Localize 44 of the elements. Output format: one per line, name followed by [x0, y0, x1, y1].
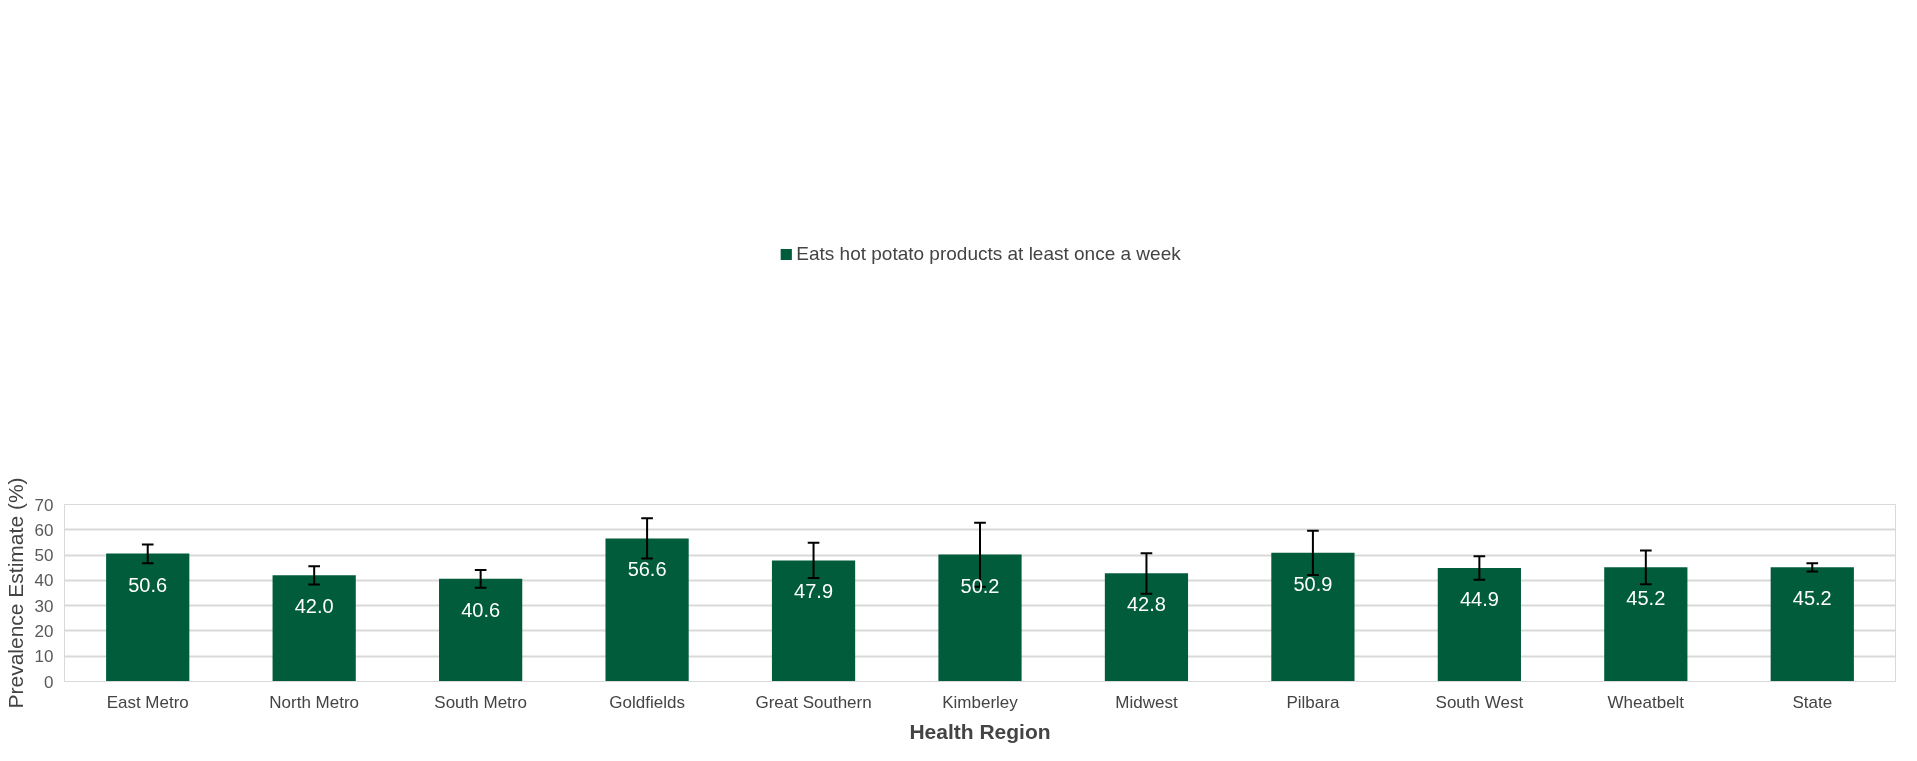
bar [938, 554, 1022, 682]
y-tick-label: 10 [34, 647, 54, 667]
bar [1437, 567, 1521, 682]
y-tick-label: 0 [44, 672, 54, 692]
bar [1271, 552, 1355, 682]
y-tick-label: 60 [34, 520, 54, 540]
bar [1104, 573, 1189, 682]
x-tick-label: Great Southern [755, 692, 872, 712]
y-tick-label: 40 [34, 571, 54, 591]
legend-label: Eats hot potato products at least once a week [796, 243, 1181, 265]
bar [272, 575, 356, 682]
data-label: 42.8 [1126, 593, 1166, 616]
bar [771, 560, 856, 682]
y-tick-label: 50 [34, 546, 54, 566]
x-tick-label: Pilbara [1286, 692, 1340, 712]
x-tick-label: Midwest [1115, 692, 1178, 712]
data-label: 44.9 [1459, 587, 1499, 610]
x-tick-label: South West [1435, 692, 1524, 712]
y-tick-label: 70 [34, 495, 54, 515]
data-label: 47.9 [794, 580, 834, 603]
x-tick-label: Goldfields [609, 692, 685, 712]
data-label: 40.6 [461, 598, 501, 621]
bar [106, 553, 190, 682]
data-label: 50.9 [1293, 572, 1333, 595]
bar [605, 538, 689, 682]
x-tick-label: East Metro [106, 692, 189, 712]
data-label: 50.2 [960, 574, 1000, 597]
data-label: 45.2 [1792, 587, 1832, 610]
data-label: 45.2 [1626, 587, 1666, 610]
bar [1604, 567, 1688, 682]
x-tick-label: State [1792, 692, 1833, 712]
x-tick-label: North Metro [269, 692, 360, 712]
data-label: 56.6 [627, 558, 667, 581]
data-label: 42.0 [294, 595, 334, 618]
x-tick-label: South Metro [434, 692, 527, 712]
y-axis-title: Prevalence Estimate (%) [3, 477, 27, 709]
y-tick-label: 20 [34, 621, 54, 641]
y-tick-label: 30 [34, 596, 54, 616]
x-axis-title: Health Region [909, 719, 1051, 743]
x-tick-label: Wheatbelt [1607, 692, 1685, 712]
x-tick-label: Kimberley [942, 692, 1019, 712]
bar [439, 578, 523, 682]
data-label: 50.6 [128, 573, 168, 596]
bar [1770, 567, 1854, 682]
